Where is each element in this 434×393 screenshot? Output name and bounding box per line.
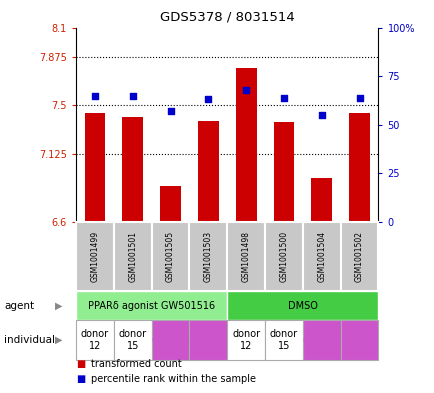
Point — [129, 92, 136, 99]
Bar — [340, 222, 378, 291]
Bar — [151, 222, 189, 291]
Text: donor
15: donor 15 — [269, 329, 297, 351]
Bar — [264, 320, 302, 360]
Text: transformed count: transformed count — [91, 358, 182, 369]
Bar — [114, 320, 151, 360]
Bar — [311, 178, 332, 222]
Bar — [76, 291, 227, 320]
Bar — [302, 320, 340, 360]
Bar — [76, 222, 114, 291]
Text: donor 31: donor 31 — [302, 336, 340, 344]
Text: donor 31: donor 31 — [151, 336, 189, 344]
Text: GSM1001499: GSM1001499 — [90, 231, 99, 282]
Text: agent: agent — [4, 301, 34, 310]
Point — [204, 96, 211, 103]
Bar — [264, 222, 302, 291]
Bar — [151, 320, 189, 360]
Bar — [227, 320, 264, 360]
Text: donor
15: donor 15 — [118, 329, 147, 351]
Text: PPARδ agonist GW501516: PPARδ agonist GW501516 — [88, 301, 215, 310]
Text: GSM1001505: GSM1001505 — [166, 231, 175, 282]
Bar — [340, 320, 378, 360]
Title: GDS5378 / 8031514: GDS5378 / 8031514 — [160, 11, 294, 24]
Text: GSM1001502: GSM1001502 — [354, 231, 363, 282]
Bar — [76, 320, 114, 360]
Text: ■: ■ — [76, 374, 85, 384]
Bar — [235, 68, 256, 222]
Bar — [85, 113, 105, 222]
Text: ■: ■ — [76, 358, 85, 369]
Text: donor
12: donor 12 — [232, 329, 260, 351]
Point — [318, 112, 325, 118]
Point — [280, 94, 287, 101]
Bar — [189, 222, 227, 291]
Text: GSM1001501: GSM1001501 — [128, 231, 137, 282]
Bar — [227, 291, 378, 320]
Point — [355, 94, 362, 101]
Bar — [114, 222, 151, 291]
Bar — [302, 222, 340, 291]
Bar — [349, 113, 369, 222]
Text: GSM1001503: GSM1001503 — [204, 231, 212, 282]
Bar — [273, 122, 294, 222]
Bar — [197, 121, 218, 222]
Point — [91, 92, 98, 99]
Text: GSM1001504: GSM1001504 — [316, 231, 326, 282]
Text: individual: individual — [4, 335, 55, 345]
Text: ▶: ▶ — [55, 301, 62, 310]
Point — [167, 108, 174, 114]
Text: GSM1001500: GSM1001500 — [279, 231, 288, 282]
Text: donor 8: donor 8 — [192, 336, 224, 344]
Text: ▶: ▶ — [55, 335, 62, 345]
Bar — [160, 186, 181, 222]
Bar — [227, 222, 264, 291]
Text: donor
12: donor 12 — [81, 329, 109, 351]
Bar — [122, 117, 143, 222]
Text: donor 8: donor 8 — [342, 336, 375, 344]
Text: GSM1001498: GSM1001498 — [241, 231, 250, 282]
Bar — [189, 320, 227, 360]
Text: DMSO: DMSO — [287, 301, 317, 310]
Point — [242, 86, 249, 93]
Text: percentile rank within the sample: percentile rank within the sample — [91, 374, 256, 384]
